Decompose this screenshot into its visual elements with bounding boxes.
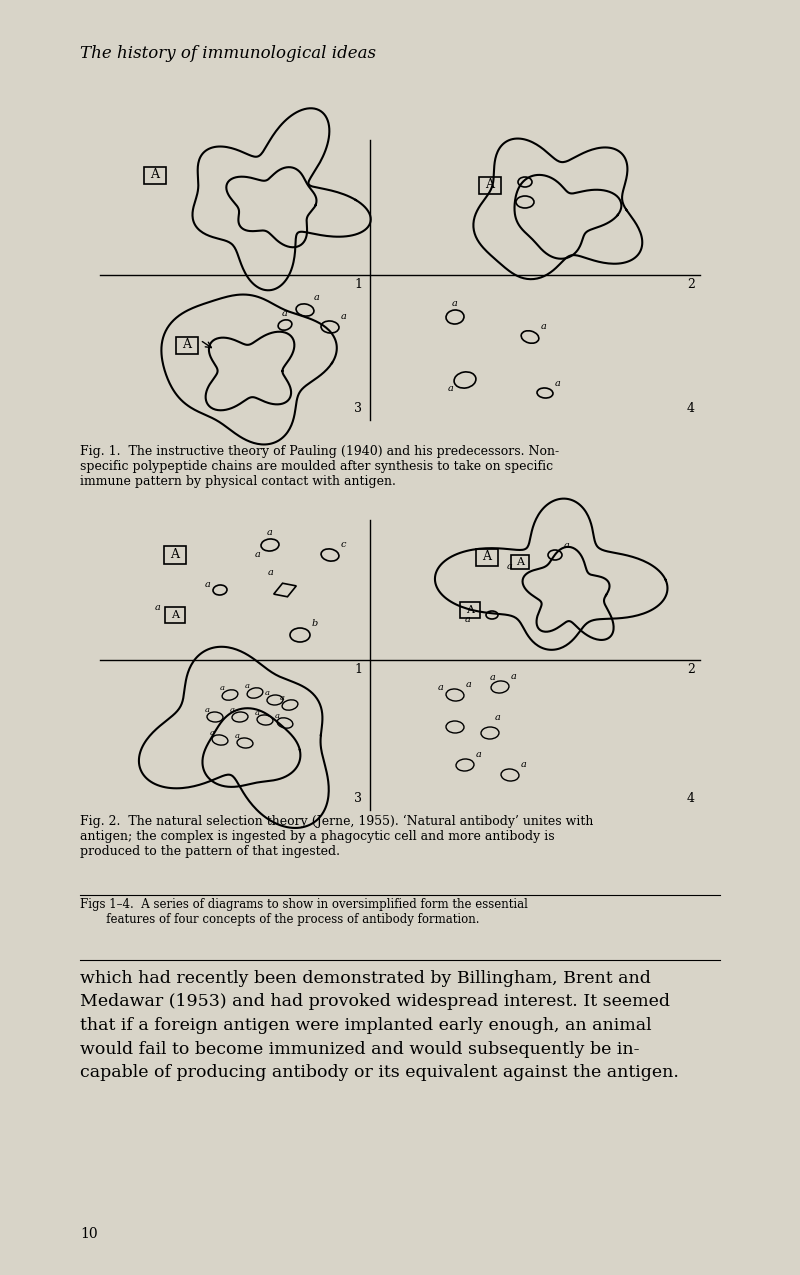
Text: A: A	[182, 338, 191, 352]
Text: a: a	[235, 732, 240, 739]
Text: a: a	[255, 709, 260, 717]
Text: a: a	[448, 384, 454, 393]
Text: 1: 1	[354, 278, 362, 291]
Text: 3: 3	[354, 402, 362, 414]
Text: 4: 4	[687, 402, 695, 414]
Text: A: A	[486, 179, 494, 191]
Text: which had recently been demonstrated by Billingham, Brent and
Medawar (1953) and: which had recently been demonstrated by …	[80, 970, 679, 1081]
Text: a: a	[255, 550, 261, 558]
Text: a: a	[476, 750, 482, 759]
Text: b: b	[312, 618, 318, 629]
Text: a: a	[245, 682, 250, 690]
Text: a: a	[507, 562, 513, 571]
Text: A: A	[482, 551, 491, 564]
Text: a: a	[230, 706, 235, 714]
Text: a: a	[267, 528, 273, 537]
Text: a: a	[220, 683, 225, 692]
Text: A: A	[170, 548, 179, 561]
Text: c: c	[341, 541, 346, 550]
Text: a: a	[466, 680, 472, 688]
Text: a: a	[205, 706, 210, 714]
Text: A: A	[516, 557, 524, 567]
Text: a: a	[314, 293, 320, 302]
Text: a: a	[268, 567, 274, 578]
Text: 2: 2	[687, 663, 695, 676]
Text: Fig. 2.  The natural selection theory (Jerne, 1955). ‘Natural antibody’ unites w: Fig. 2. The natural selection theory (Je…	[80, 815, 594, 858]
Text: A: A	[171, 609, 179, 620]
Text: a: a	[210, 729, 215, 737]
Text: 2: 2	[687, 278, 695, 291]
Text: A: A	[466, 606, 474, 615]
Text: 3: 3	[354, 792, 362, 805]
Text: 10: 10	[80, 1227, 98, 1241]
Text: a: a	[541, 323, 547, 332]
Text: a: a	[564, 541, 570, 550]
Text: a: a	[465, 615, 471, 623]
Text: a: a	[341, 312, 347, 321]
Text: 1: 1	[354, 663, 362, 676]
Text: a: a	[275, 711, 280, 720]
Text: a: a	[511, 672, 517, 681]
Text: a: a	[521, 760, 527, 769]
Text: a: a	[490, 673, 496, 682]
Text: a: a	[495, 713, 501, 722]
Text: a: a	[280, 694, 285, 703]
Text: a: a	[205, 580, 211, 589]
Text: a: a	[452, 300, 458, 309]
Text: a: a	[265, 688, 270, 697]
Text: The history of immunological ideas: The history of immunological ideas	[80, 45, 376, 62]
Text: a: a	[438, 683, 444, 692]
Text: a: a	[155, 603, 161, 612]
Text: A: A	[150, 168, 159, 181]
Text: 4: 4	[687, 792, 695, 805]
Text: Fig. 1.  The instructive theory of Pauling (1940) and his predecessors. Non-
spe: Fig. 1. The instructive theory of Paulin…	[80, 445, 559, 488]
Text: a: a	[282, 309, 288, 317]
Text: Figs 1–4.  A series of diagrams to show in oversimplified form the essential
   : Figs 1–4. A series of diagrams to show i…	[80, 898, 528, 926]
Text: a: a	[555, 379, 561, 388]
